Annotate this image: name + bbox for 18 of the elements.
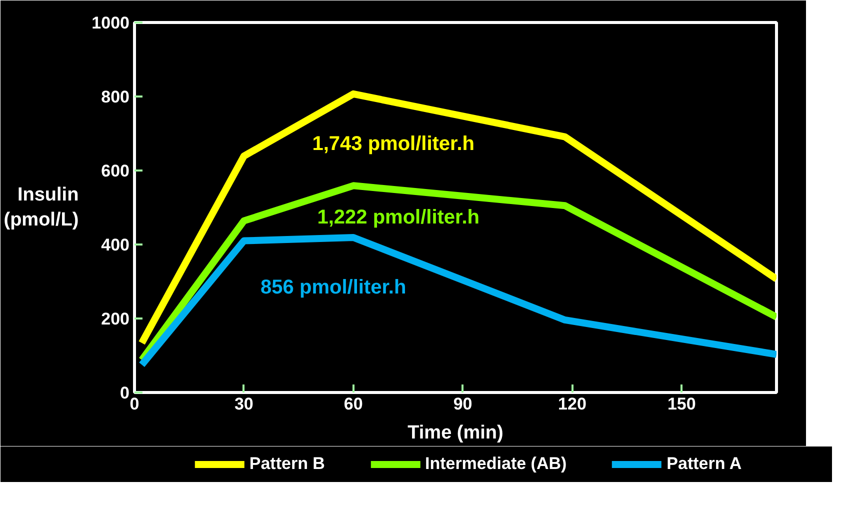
annotation: 1,743 pmol/liter.h: [312, 132, 475, 155]
x-tick-label: 90: [453, 394, 472, 414]
y-tick-label: 600: [101, 162, 130, 180]
y-tick-label: 400: [101, 236, 130, 254]
y-tick-label: 800: [101, 88, 130, 106]
x-tick-label: 30: [234, 394, 254, 414]
annotation: 856 pmol/liter.h: [260, 276, 406, 298]
x-tick-label: 120: [558, 394, 586, 414]
y-tick-label: 200: [101, 310, 130, 328]
legend-label: Pattern A: [666, 454, 742, 474]
legend-label: Intermediate (AB): [424, 454, 567, 474]
annotation: 1,222 pmol/liter.h: [317, 206, 480, 229]
legend-label: Pattern B: [249, 454, 325, 474]
x-tick-label: 60: [344, 394, 363, 414]
x-axis-title: Time (min): [408, 422, 504, 444]
x-tick-label: 150: [667, 394, 696, 414]
y-axis-title: Insulin (pmol/L): [4, 184, 79, 231]
y-tick-label: 1000: [92, 14, 130, 32]
